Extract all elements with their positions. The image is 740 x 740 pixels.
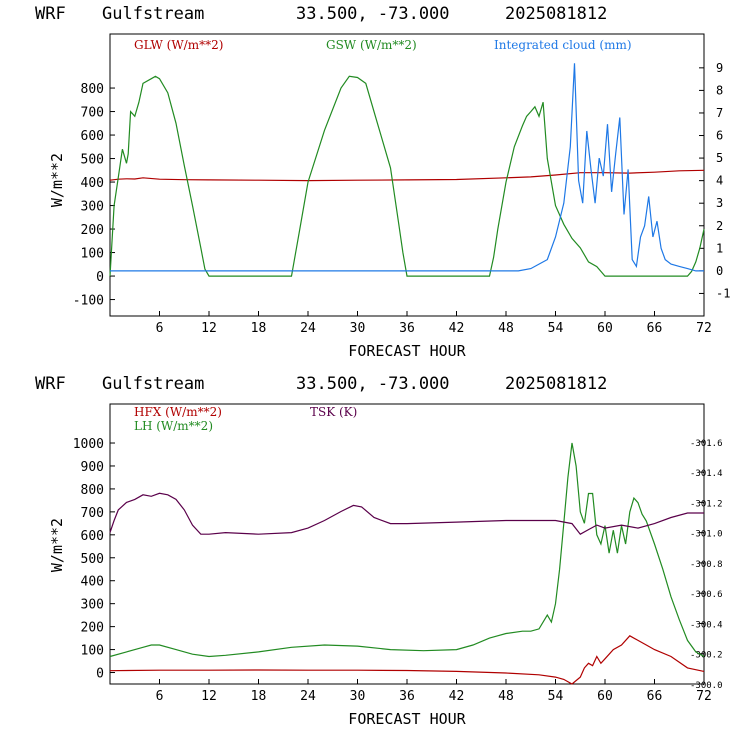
coords-label: 33.500, -73.000 xyxy=(296,374,450,394)
y2-tick-label: 7 xyxy=(716,106,723,120)
y2-tick-label: -301.2 xyxy=(690,499,723,509)
legend-hfx: HFX (W/m**2) xyxy=(134,405,222,419)
y2-tick-label: -300.4 xyxy=(690,620,723,630)
y2-tick-label: 3 xyxy=(716,196,723,210)
station-label: Gulfstream xyxy=(102,374,205,394)
run-label: 2025081812 xyxy=(505,374,608,394)
y-tick-label: 800 xyxy=(81,483,104,498)
x-tick-label: 72 xyxy=(696,321,712,336)
run-label: 2025081812 xyxy=(505,4,608,24)
y-tick-label: 900 xyxy=(81,460,104,475)
series-line-1 xyxy=(109,75,705,277)
y2-tick-label: -1 xyxy=(716,286,730,300)
x-axis-title: FORECAST HOUR xyxy=(348,342,466,360)
x-tick-label: 18 xyxy=(251,689,267,704)
y-tick-label: 700 xyxy=(81,106,104,121)
chart-panel-top: 6 12 18 24 30 36 42 48 54 60 66 72 -100010020030040… xyxy=(48,33,730,360)
coords-label: 33.500, -73.000 xyxy=(296,4,450,24)
model-label: WRF xyxy=(35,4,66,24)
y2-tick-label: 1 xyxy=(716,241,723,255)
x-tick-label: 66 xyxy=(647,321,663,336)
series-line-2 xyxy=(110,63,704,272)
y-tick-label: 200 xyxy=(81,621,104,636)
y-tick-label: -100 xyxy=(73,294,104,309)
y-tick-label: 0 xyxy=(96,270,104,285)
series-line-2 xyxy=(109,492,704,535)
x-tick-label: 24 xyxy=(300,689,316,704)
legend-glw: GLW (W/m**2) xyxy=(134,38,223,52)
x-tick-label: 66 xyxy=(647,689,663,704)
y-tick-label: 0 xyxy=(96,667,104,682)
x-tick-label: 60 xyxy=(597,689,613,704)
y2-tick-label: -300.0 xyxy=(690,681,723,691)
panel1-header: WRF Gulfstream 33.500, -73.000 202508181… xyxy=(0,0,740,30)
y2-tick-label: 4 xyxy=(716,174,723,188)
y-tick-label: 500 xyxy=(81,552,104,567)
model-label: WRF xyxy=(35,374,66,394)
x-tick-label: 72 xyxy=(696,689,712,704)
y2-tick-label: 6 xyxy=(716,129,723,143)
chart-panel-bottom: 6 12 18 24 30 36 42 48 54 60 66 72 0 100 200 300 400 500… xyxy=(48,403,723,728)
y-tick-label: 100 xyxy=(81,644,104,659)
y-axis-title: W/m**2 xyxy=(48,518,66,572)
y-tick-label: 200 xyxy=(81,223,104,238)
x-tick-label: 6 xyxy=(156,689,164,704)
y-tick-label: 100 xyxy=(81,247,104,262)
y2-tick-label: 8 xyxy=(716,83,723,97)
x-tick-label: 36 xyxy=(399,689,415,704)
x-tick-label: 30 xyxy=(350,689,366,704)
y2-tick-label: 9 xyxy=(716,61,723,75)
y-tick-label: 600 xyxy=(81,529,104,544)
x-axis-title: FORECAST HOUR xyxy=(348,710,466,728)
y2-tick-label: 2 xyxy=(716,219,723,233)
x-tick-label: 36 xyxy=(399,321,415,336)
y-axis-title: W/m**2 xyxy=(48,153,66,207)
x-tick-label: 24 xyxy=(300,321,316,336)
x-tick-label: 54 xyxy=(548,689,564,704)
series-line-0 xyxy=(109,635,705,685)
y-tick-label: 600 xyxy=(81,129,104,144)
x-tick-label: 12 xyxy=(201,321,217,336)
station-label: Gulfstream xyxy=(102,4,205,24)
x-tick-label: 42 xyxy=(449,689,465,704)
y2-tick-label: -300.8 xyxy=(690,560,723,570)
legend-tsk: TSK (K) xyxy=(310,405,357,419)
y-tick-label: 400 xyxy=(81,575,104,590)
y-tick-label: 300 xyxy=(81,598,104,613)
legend-cloud: Integrated cloud (mm) xyxy=(494,38,632,52)
y-tick-label: 300 xyxy=(81,200,104,215)
y2-tick-label: 0 xyxy=(716,264,723,278)
x-tick-label: 42 xyxy=(449,321,465,336)
y-tick-label: 400 xyxy=(81,176,104,191)
y2-tick-label: -301.4 xyxy=(690,469,723,479)
series-line-1 xyxy=(109,442,705,658)
y2-tick-label: -300.6 xyxy=(690,590,723,600)
x-tick-label: 30 xyxy=(350,321,366,336)
y-tick-label: 500 xyxy=(81,153,104,168)
panel2-header: WRF Gulfstream 33.500, -73.000 202508181… xyxy=(0,370,740,400)
x-tick-label: 48 xyxy=(498,689,514,704)
x-tick-label: 54 xyxy=(548,321,564,336)
x-tick-label: 60 xyxy=(597,321,613,336)
plot-frame xyxy=(109,403,705,685)
legend-lh: LH (W/m**2) xyxy=(134,419,213,433)
y-tick-label: 1000 xyxy=(73,437,104,452)
series-line-0 xyxy=(109,169,705,182)
x-tick-label: 12 xyxy=(201,689,217,704)
x-tick-label: 18 xyxy=(251,321,267,336)
y-tick-label: 800 xyxy=(81,82,104,97)
y-tick-label: 700 xyxy=(81,506,104,521)
y2-tick-label: -301.6 xyxy=(690,439,723,449)
x-tick-label: 6 xyxy=(156,321,164,336)
y2-tick-label: -300.2 xyxy=(690,651,723,661)
x-tick-label: 48 xyxy=(498,321,514,336)
y2-tick-label: -301.0 xyxy=(690,530,723,540)
legend-gsw: GSW (W/m**2) xyxy=(326,38,417,52)
y2-tick-label: 5 xyxy=(716,151,723,165)
